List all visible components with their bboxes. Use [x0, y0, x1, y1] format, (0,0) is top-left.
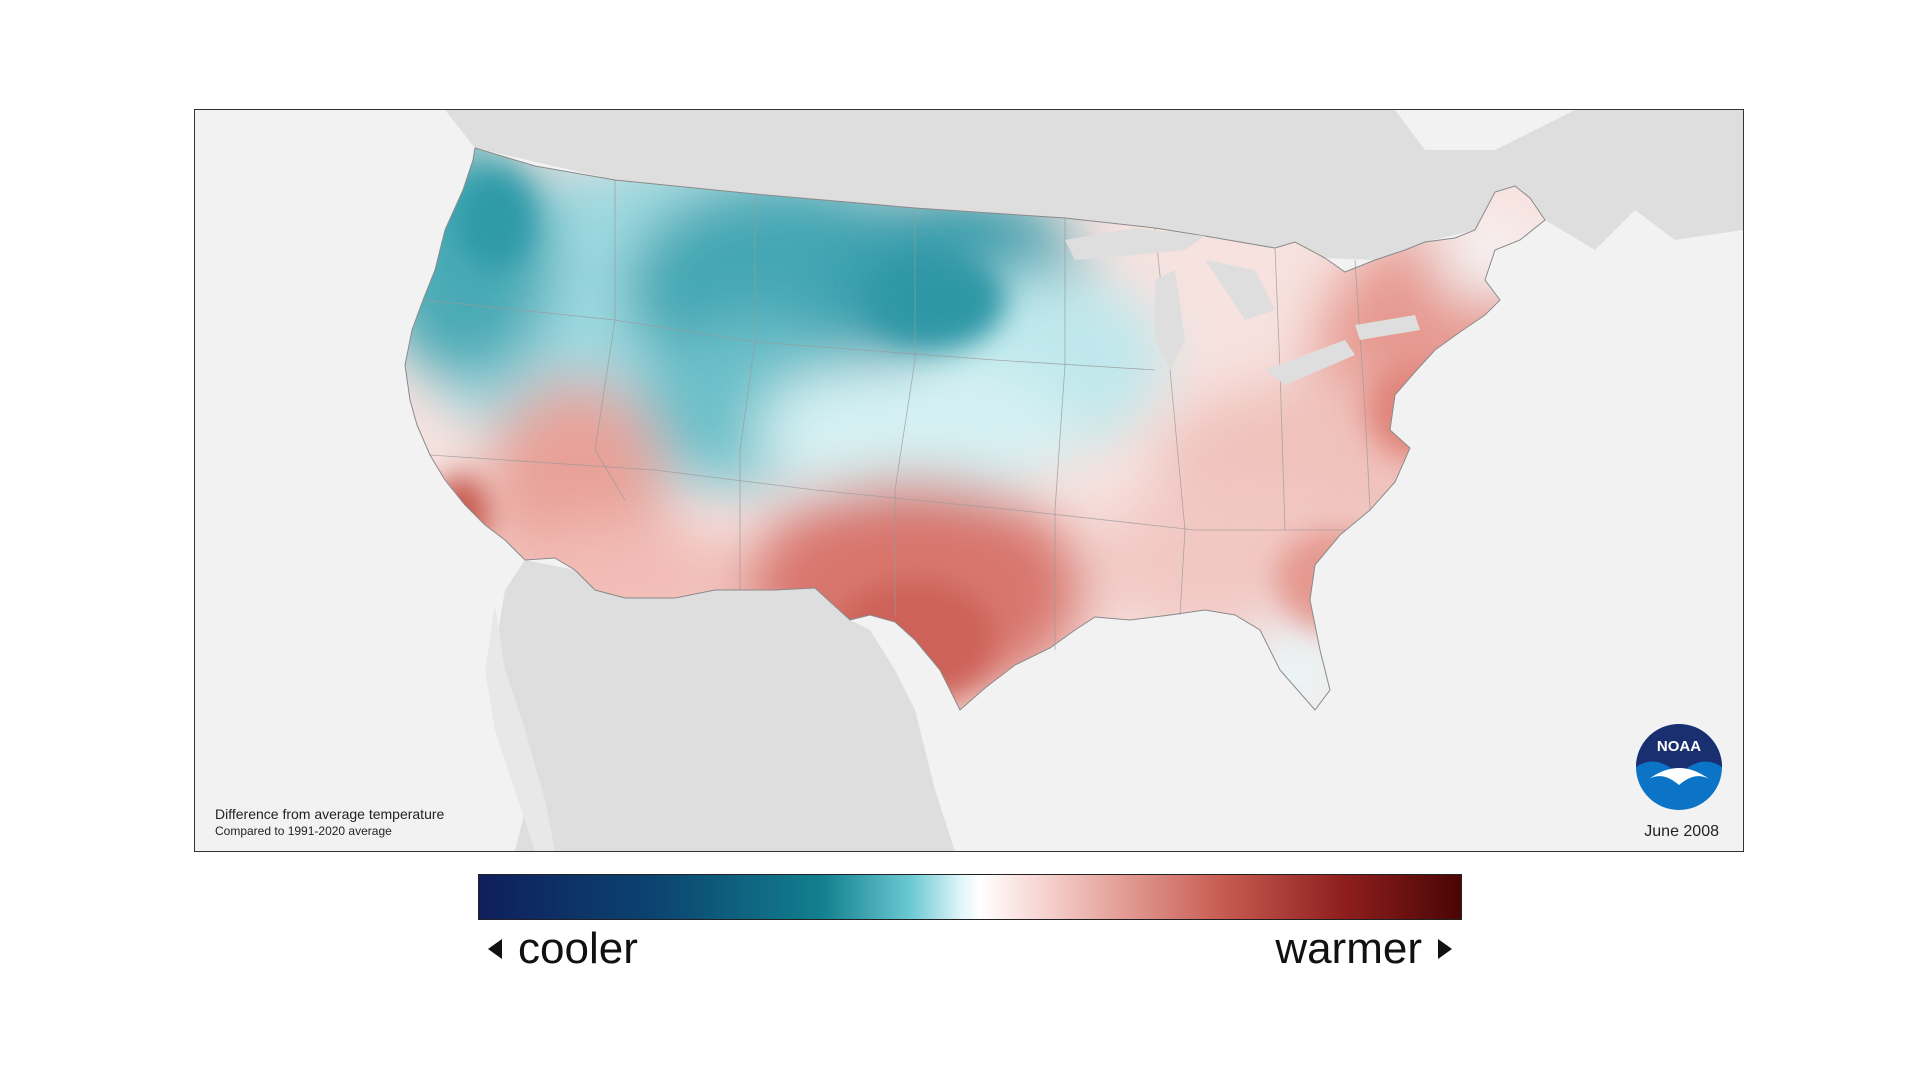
- map-subtitle: Compared to 1991-2020 average: [215, 824, 392, 838]
- map-date: June 2008: [1644, 823, 1719, 840]
- svg-text:NOAA: NOAA: [1657, 738, 1701, 755]
- temperature-anomaly-map: [195, 110, 1743, 851]
- legend-color-bar: [478, 874, 1462, 920]
- baja-peninsula: [485, 605, 555, 851]
- legend-labels: cooler warmer: [478, 924, 1462, 980]
- map-caption: Difference from average temperature Comp…: [215, 805, 444, 839]
- map-frame: NOAA Difference from average temperature…: [194, 109, 1744, 852]
- color-legend: cooler warmer: [478, 874, 1462, 980]
- great-lakes: [1065, 228, 1420, 385]
- canada-landmass: [445, 110, 1743, 260]
- arrow-right-icon: [1438, 939, 1452, 959]
- us-outline: [404, 147, 1546, 711]
- arrow-left-icon: [488, 939, 502, 959]
- legend-warmer: warmer: [1275, 924, 1452, 974]
- legend-warmer-label: warmer: [1275, 924, 1422, 973]
- legend-cooler-label: cooler: [518, 924, 638, 973]
- map-title: Difference from average temperature: [215, 806, 445, 822]
- mexico-landmass: [495, 560, 955, 851]
- state-borders: [422, 180, 1371, 650]
- noaa-logo: NOAA: [1635, 723, 1723, 811]
- legend-cooler: cooler: [488, 924, 638, 974]
